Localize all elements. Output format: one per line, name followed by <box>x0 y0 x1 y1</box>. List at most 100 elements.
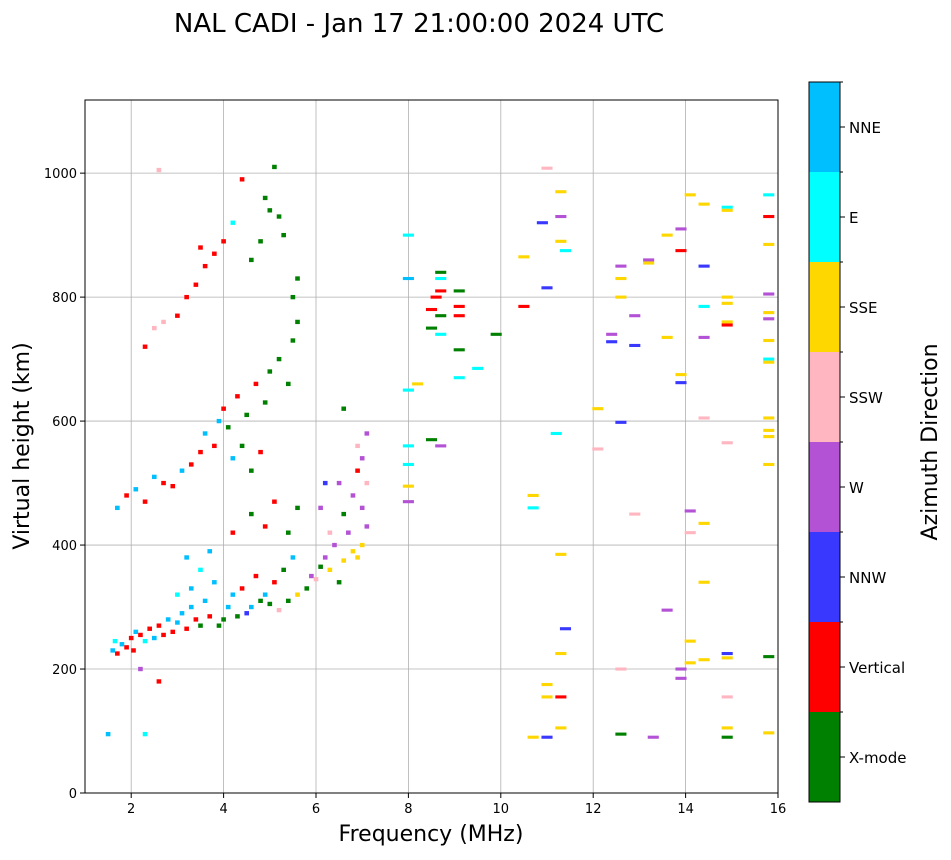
data-point-w <box>763 317 775 321</box>
data-point-sse <box>661 335 673 339</box>
data-point-vertical <box>170 484 176 489</box>
data-point-sse <box>763 311 775 315</box>
data-point-w <box>350 493 356 498</box>
data-point-vertical <box>253 573 259 579</box>
data-point-nne <box>225 604 231 610</box>
data-point-w <box>309 573 314 579</box>
data-point-x-mode <box>285 598 291 604</box>
data-point-x-mode <box>425 326 438 330</box>
data-point-nnw <box>322 480 328 486</box>
data-point-x-mode <box>721 735 733 739</box>
data-point-x-mode <box>258 239 263 244</box>
y-tick-label: 0 <box>69 787 77 802</box>
data-point-sse <box>763 462 775 467</box>
data-point-x-mode <box>336 580 342 585</box>
data-point-x-mode <box>425 438 438 442</box>
data-point-w <box>555 214 567 219</box>
x-tick-label: 12 <box>585 802 602 817</box>
data-point-e <box>527 506 539 510</box>
colorbar-label-e: E <box>849 209 858 227</box>
data-point-sse <box>698 580 710 584</box>
data-point-sse <box>555 726 567 730</box>
data-point-e <box>142 731 148 737</box>
data-point-x-mode <box>295 276 300 281</box>
data-point-vertical <box>272 580 277 585</box>
data-point-nne <box>115 505 120 511</box>
data-point-sse <box>402 484 414 488</box>
data-point-sse <box>763 428 775 432</box>
colorbar-label-w: W <box>849 479 864 497</box>
data-point-x-mode <box>262 195 268 201</box>
data-point-vertical <box>138 632 143 638</box>
data-point-w <box>675 227 687 231</box>
data-point-vertical <box>142 344 148 349</box>
data-point-x-mode <box>267 369 273 374</box>
data-point-ssw <box>684 531 696 535</box>
data-point-sse <box>763 360 775 364</box>
data-point-w <box>318 505 323 511</box>
data-point-e <box>550 431 562 436</box>
data-point-vertical <box>207 614 213 619</box>
y-tick-label: 600 <box>52 415 77 430</box>
colorbar-label-vertical: Vertical <box>849 659 905 677</box>
data-point-sse <box>698 202 710 206</box>
data-point-x-mode <box>435 270 447 274</box>
data-point-w <box>698 335 710 339</box>
data-point-x-mode <box>221 617 226 622</box>
data-point-w <box>606 332 618 336</box>
data-point-e <box>472 366 484 370</box>
data-point-nne <box>212 580 217 585</box>
data-point-vertical <box>198 245 203 250</box>
x-tick-label: 6 <box>312 802 320 817</box>
data-point-nnw <box>541 735 553 739</box>
data-point-nnw <box>629 343 641 348</box>
data-point-nnw <box>721 651 733 656</box>
data-point-e <box>402 462 414 467</box>
data-point-sse <box>350 549 356 554</box>
data-point-x-mode <box>490 332 502 336</box>
data-point-vertical <box>355 468 360 473</box>
y-tick-label: 1000 <box>44 167 77 182</box>
y-tick-label: 400 <box>52 539 77 554</box>
data-point-x-mode <box>249 257 254 263</box>
data-point-sse <box>675 373 687 377</box>
data-point-x-mode <box>290 294 296 300</box>
data-point-x-mode <box>235 614 240 619</box>
data-point-e <box>175 592 180 597</box>
data-point-w <box>364 524 370 529</box>
colorbar-swatch <box>809 622 840 712</box>
data-point-nne <box>179 468 185 473</box>
data-point-ssw <box>161 319 166 325</box>
data-point-nnw <box>606 340 618 344</box>
data-point-vertical <box>170 629 176 635</box>
data-point-sse <box>527 735 539 739</box>
data-point-e <box>721 205 733 209</box>
data-point-w <box>684 509 696 513</box>
data-point-vertical <box>128 635 134 641</box>
y-axis-label: Virtual height (km) <box>10 342 35 549</box>
colorbar-label-nne: NNE <box>849 119 881 137</box>
data-point-vertical <box>425 307 438 312</box>
data-point-ssw <box>151 325 157 331</box>
data-point-sse <box>721 320 733 324</box>
data-point-vertical <box>555 695 567 699</box>
data-point-x-mode <box>304 586 310 591</box>
data-point-ssw <box>156 167 162 173</box>
data-point-e <box>402 388 414 392</box>
data-point-w <box>661 608 673 612</box>
data-point-ssw <box>364 480 370 486</box>
data-point-w <box>675 676 687 680</box>
data-point-vertical <box>156 623 162 628</box>
data-point-nnw <box>615 420 627 424</box>
data-point-e <box>763 357 775 361</box>
data-point-w <box>629 314 641 318</box>
data-point-x-mode <box>272 164 277 170</box>
data-point-x-mode <box>258 598 263 604</box>
data-point-vertical <box>518 304 530 308</box>
data-point-sse <box>359 542 365 548</box>
data-point-e <box>698 304 710 308</box>
data-point-w <box>346 530 351 535</box>
data-point-nnw <box>675 381 687 385</box>
data-point-x-mode <box>290 338 296 343</box>
data-point-vertical <box>763 214 775 219</box>
